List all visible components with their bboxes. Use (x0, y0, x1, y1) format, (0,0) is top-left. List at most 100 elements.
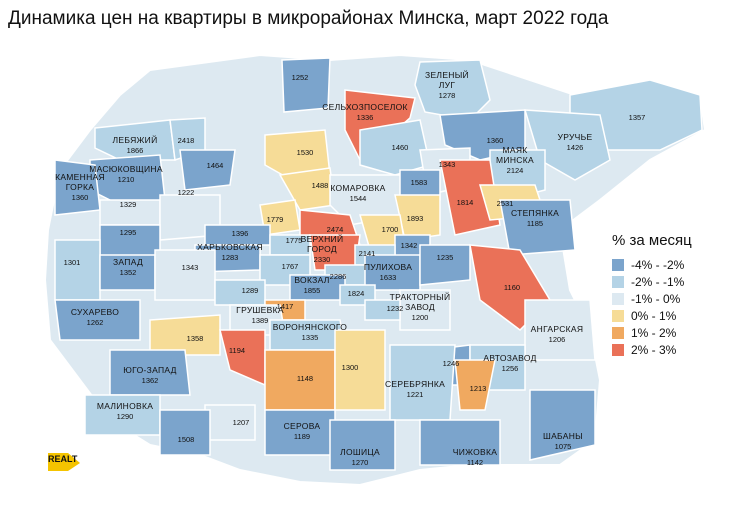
legend-swatch (612, 259, 624, 271)
district-name: ЮГО-ЗАПАД (123, 365, 176, 375)
district-area (454, 359, 496, 411)
map-title: Динамика цен на квартиры в микрорайонах … (8, 8, 609, 29)
district-area (524, 299, 596, 361)
district-price: 1583 (411, 178, 428, 187)
district-name: ТРАКТОРНЫЙ (390, 291, 451, 302)
district-name: СТЕПЯНКА (511, 208, 559, 218)
district-name: КОМАРОВКА (330, 183, 385, 193)
district-price: 1336 (357, 113, 374, 122)
district-price: 1335 (302, 333, 319, 342)
district-name: ГОРОД (307, 244, 337, 254)
legend-label: -1% - 0% (631, 292, 681, 306)
district-price: 1488 (312, 181, 329, 190)
district-area (334, 329, 386, 411)
legend-swatch (612, 344, 624, 356)
district-price: 1352 (120, 268, 137, 277)
district-price: 1360 (72, 193, 89, 202)
district-price: 1262 (87, 318, 104, 327)
district-price: 2141 (359, 249, 376, 258)
district-price: 1343 (182, 263, 199, 272)
district-name: ПУЛИХОВА (364, 262, 412, 272)
district-price: 2124 (507, 166, 524, 175)
district-price: 1362 (142, 376, 159, 385)
district-price: 1289 (242, 286, 259, 295)
district-name: ХАРЬКОВСКАЯ (197, 242, 263, 252)
district-price: 1767 (282, 262, 299, 271)
district-area (329, 419, 396, 471)
district-name: ЛУГ (439, 80, 456, 90)
district-price: 1300 (342, 363, 359, 372)
legend: % за месяц -4% - -2% -2% - -1% -1% - 0% 0% … (612, 232, 722, 359)
district-price: 1148 (297, 374, 313, 383)
district-price: 1357 (629, 113, 646, 122)
district-name: ГРУШЕВКА (236, 305, 284, 315)
district-area (439, 159, 501, 236)
district-area (149, 314, 221, 356)
district-price: 2474 (327, 225, 344, 234)
district-area (179, 149, 236, 191)
district-price: 1389 (252, 316, 269, 325)
district-price: 2418 (178, 136, 195, 145)
district-name: ВОРОНЯНСКОГО (273, 322, 348, 332)
district-area (414, 59, 491, 121)
district-price: 1194 (229, 346, 245, 355)
legend-label: 2% - 3% (631, 343, 677, 357)
district-area (499, 199, 576, 256)
legend-items: -4% - -2% -2% - -1% -1% - 0% 0% - 1% 1% - 2%… (612, 257, 722, 358)
district-name: ЗЕЛЕНЫЙ (425, 69, 469, 80)
district-price: 2286 (330, 272, 347, 281)
district-price: 1160 (504, 283, 520, 292)
legend-swatch (612, 327, 624, 339)
district-name: ВОКЗАЛ (294, 275, 329, 285)
district-price: 1417 (277, 302, 294, 311)
district-price: 1207 (233, 418, 250, 427)
district-price: 1270 (352, 458, 369, 467)
district-price: 1426 (567, 143, 584, 152)
district-price: 1544 (350, 194, 367, 203)
district-name: МАЛИНОВКА (97, 401, 153, 411)
district-price: 1295 (120, 228, 137, 237)
district-area (109, 349, 191, 396)
district-price: 1256 (502, 364, 519, 373)
legend-item: 0% - 1% (612, 308, 722, 324)
district-price: 1222 (178, 188, 195, 197)
district-price: 1343 (439, 160, 456, 169)
district-name: МАСЮКОВЩИНА (89, 164, 163, 174)
district-price: 1460 (392, 143, 409, 152)
district-price: 1232 (387, 304, 404, 313)
district-name: СЕРОВА (284, 421, 321, 431)
district-price: 1200 (412, 313, 429, 322)
district-price: 1824 (348, 289, 365, 298)
legend-swatch (612, 310, 624, 322)
district-name: ЗАВОД (405, 302, 435, 312)
legend-item: -4% - -2% (612, 257, 722, 273)
district-price: 1508 (178, 435, 195, 444)
district-area (281, 57, 331, 113)
district-price: 1221 (407, 390, 424, 399)
legend-label: -4% - -2% (631, 258, 685, 272)
districts-layer (54, 57, 703, 471)
district-price: 1329 (120, 200, 137, 209)
realt-logo (48, 453, 80, 471)
district-price: 1252 (292, 73, 309, 82)
district-area (54, 299, 141, 341)
district-area (529, 389, 596, 461)
district-price: 1342 (401, 241, 418, 250)
legend-swatch (612, 293, 624, 305)
district-price: 1189 (294, 432, 310, 441)
district-name: МАЯК (502, 145, 527, 155)
district-price: 2531 (497, 199, 514, 208)
legend-label: 1% - 2% (631, 326, 677, 340)
district-price: 1246 (443, 359, 460, 368)
district-price: 1142 (467, 458, 483, 467)
district-price: 2330 (314, 255, 331, 264)
legend-item: -2% - -1% (612, 274, 722, 290)
district-area (419, 419, 501, 466)
district-name: ГОРКА (66, 182, 95, 192)
legend-title: % за месяц (612, 232, 692, 249)
district-name: СЕЛЬХОЗПОСЕЛОК (322, 102, 408, 112)
district-price: 1775 (286, 236, 303, 245)
district-area (159, 409, 211, 456)
district-price: 1360 (487, 136, 504, 145)
district-price: 1530 (297, 148, 314, 157)
